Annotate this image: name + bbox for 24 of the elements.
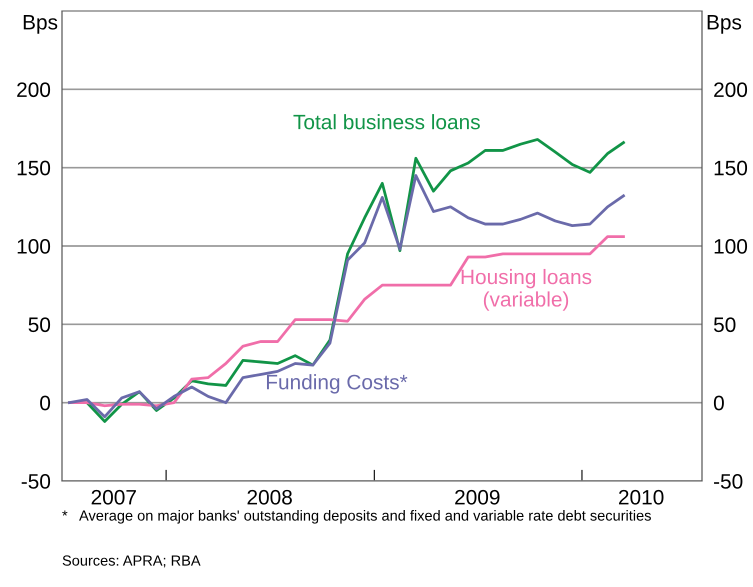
y-tick-label: 100 [18,239,50,254]
y-tick-label: -50 [22,474,50,489]
y2-tick-label: 200 [714,82,748,98]
y2-tick-label: 50 [714,317,736,332]
y-tick-label: 150 [18,160,50,176]
y-tick-label: 50 [28,317,50,332]
line-series [68,235,625,408]
source-note: Sources: APRA; RBA [62,555,201,568]
text: * Average on major banks' outstanding deposits and fixed and variable rate debt securities [62,510,651,524]
y-tick-label: 200 [17,82,50,98]
y2-axis-title: Bps [708,15,742,34]
y2-tick-label: 0 [714,396,724,410]
x-tick-label: 2009 [455,490,500,505]
y-axis-title: Bps [24,15,58,34]
x-tick-label: 2007 [92,490,136,505]
y2-tick-label: 150 [714,160,748,176]
series-label: Total business loans [293,114,480,130]
y2-tick-label: -50 [714,474,742,489]
x-tick-label: 2010 [619,490,664,505]
y2-tick-label: 100 [714,239,748,254]
y-tick-label: 0 [40,396,50,410]
series-label: Housing loans (variable) [462,268,592,311]
x-tick-label: 2008 [248,490,292,505]
series-label: Funding Costs* [266,374,408,394]
